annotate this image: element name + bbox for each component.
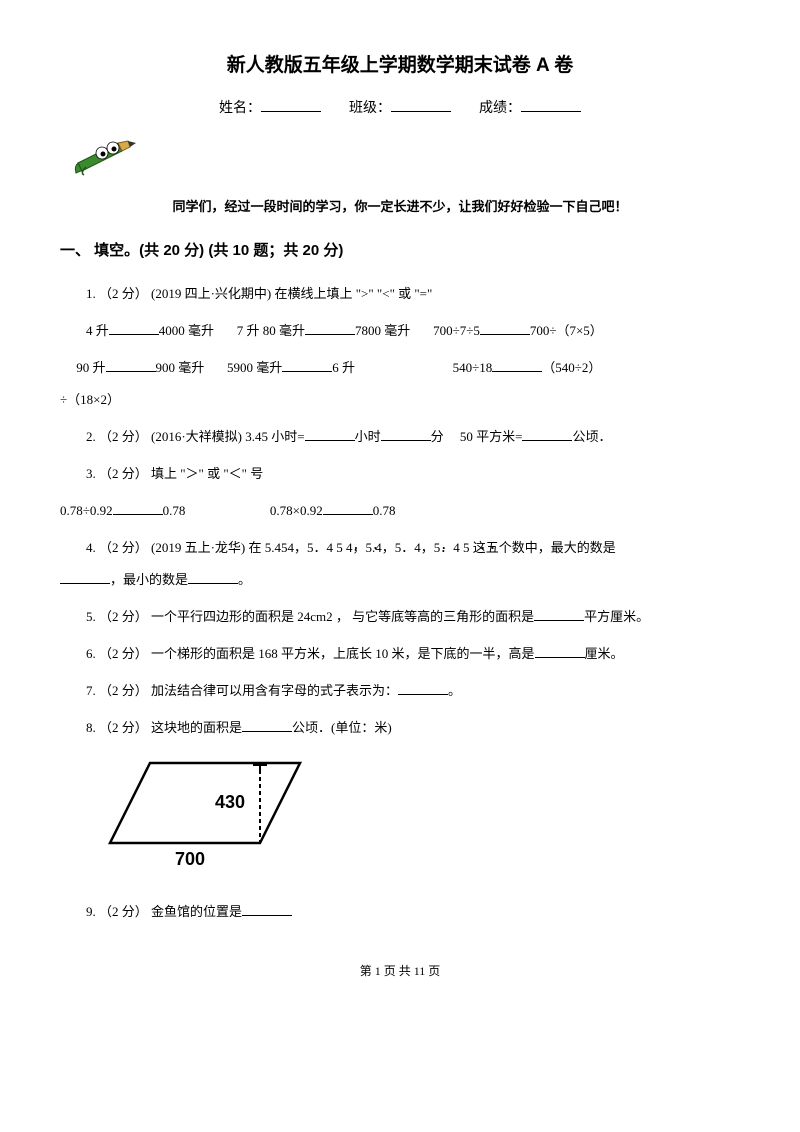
- q1-blank-2[interactable]: [305, 320, 355, 335]
- q4-n2a: 4: [414, 540, 421, 555]
- q2-c: 分: [431, 429, 444, 444]
- q1-r1-a: 4 升: [86, 323, 109, 338]
- pencil-icon: [70, 125, 740, 182]
- q1-blank-4[interactable]: [106, 357, 156, 372]
- exam-title: 新人教版五年级上学期数学期末试卷 A 卷: [60, 50, 740, 77]
- q2-d: 50 平方米=: [460, 429, 523, 444]
- q8-a: 8. （2 分） 这块地的面积是: [86, 720, 242, 735]
- q1-r2-a: 90 升: [76, 360, 105, 375]
- diagram-height-label: 430: [215, 792, 245, 812]
- q7-b: 。: [448, 683, 461, 698]
- parallelogram-diagram: 430 700: [100, 753, 740, 878]
- q1-r2-f: （540÷2）: [542, 360, 601, 375]
- q4-n3a: 4: [453, 540, 460, 555]
- q3-la: 0.78÷0.92: [60, 503, 113, 518]
- q3-lb: 0.78: [163, 503, 186, 518]
- q2-e: 公顷．: [572, 429, 611, 444]
- q8-b: 公顷．(单位：米): [292, 720, 392, 735]
- q1-blank-6[interactable]: [492, 357, 542, 372]
- q6-b: 厘米。: [585, 646, 624, 661]
- question-3-stem: 3. （2 分） 填上 "＞" 或 "＜" 号: [60, 458, 740, 489]
- q8-blank[interactable]: [242, 717, 292, 732]
- q1-r2-e: 540÷18: [453, 360, 493, 375]
- page-container: 新人教版五年级上学期数学期末试卷 A 卷 姓名： 班级： 成绩： 同学们，经过一…: [0, 0, 800, 1009]
- q1-r2-d: 6 升: [332, 360, 355, 375]
- name-blank[interactable]: [261, 97, 321, 112]
- question-3-row: 0.78÷0.92 0.78 0.78×0.92 0.78: [60, 495, 740, 526]
- class-label: 班级：: [349, 101, 391, 116]
- question-8: 8. （2 分） 这块地的面积是 公顷．(单位：米): [60, 712, 740, 743]
- section-1-header: 一、 填空。(共 20 分) (共 10 题；共 20 分): [60, 239, 740, 260]
- question-1-row1: 4 升 4000 毫升 7 升 80 毫升 7800 毫升 700÷7÷5 700÷（…: [60, 315, 740, 346]
- q3-rb: 0.78: [373, 503, 396, 518]
- q1-blank-1[interactable]: [109, 320, 159, 335]
- q9-blank[interactable]: [242, 901, 292, 916]
- q2-blank-1[interactable]: [305, 426, 355, 441]
- q4-blank-2[interactable]: [188, 569, 238, 584]
- q1-r1-d: 7800 毫升: [355, 323, 410, 338]
- q5-blank[interactable]: [534, 606, 584, 621]
- q4-n1c: 4: [346, 540, 353, 555]
- q1-r1-e: 700÷7÷5: [433, 323, 480, 338]
- class-blank[interactable]: [391, 97, 451, 112]
- q4-a: 4. （2 分） (2019 五上·龙华) 在 5.454，5．: [86, 540, 327, 555]
- q3-blank-2[interactable]: [323, 500, 373, 515]
- q4-n1a: 4: [327, 540, 334, 555]
- q5-b: 平方厘米。: [584, 609, 649, 624]
- question-9: 9. （2 分） 金鱼馆的位置是: [60, 896, 740, 927]
- score-blank[interactable]: [521, 97, 581, 112]
- page-footer: 第 1 页 共 11 页: [60, 962, 740, 979]
- q7-a: 7. （2 分） 加法结合律可以用含有字母的式子表示为：: [86, 683, 398, 698]
- q4-n3b: 5: [463, 540, 470, 555]
- question-2: 2. （2 分） (2016·大祥模拟) 3.45 小时= 小时 分 50 平方米=…: [60, 421, 740, 452]
- q4-tb: 。: [238, 572, 251, 587]
- question-6: 6. （2 分） 一个梯形的面积是 168 平方米，上底长 10 米，是下底的一…: [60, 638, 740, 669]
- question-7: 7. （2 分） 加法结合律可以用含有字母的式子表示为： 。: [60, 675, 740, 706]
- q9-stem: 9. （2 分） 金鱼馆的位置是: [86, 904, 242, 919]
- q1-r1-c: 7 升 80 毫升: [237, 323, 305, 338]
- q1-r1-f: 700÷（7×5）: [530, 323, 603, 338]
- q4-blank-1[interactable]: [60, 569, 110, 584]
- q4-ta: ，最小的数是: [110, 572, 188, 587]
- q6-a: 6. （2 分） 一个梯形的面积是 168 平方米，上底长 10 米，是下底的一…: [86, 646, 535, 661]
- name-label: 姓名：: [219, 101, 261, 116]
- q2-a: 2. （2 分） (2016·大祥模拟) 3.45 小时=: [86, 429, 305, 444]
- q2-blank-2[interactable]: [381, 426, 431, 441]
- question-1-row2: 90 升 900 毫升 5900 毫升 6 升 540÷18 （540÷2） ÷（18…: [60, 352, 740, 414]
- q1-r2-c: 5900 毫升: [227, 360, 282, 375]
- q6-blank[interactable]: [535, 643, 585, 658]
- question-4: 4. （2 分） (2019 五上·龙华) 在 5.454，5．4 5 4，5.…: [60, 532, 740, 594]
- diagram-base-label: 700: [175, 849, 205, 869]
- student-info-row: 姓名： 班级： 成绩：: [60, 97, 740, 117]
- q1-r1-b: 4000 毫升: [159, 323, 214, 338]
- q2-b: 小时: [355, 429, 381, 444]
- question-5: 5. （2 分） 一个平行四边形的面积是 24cm2 ， 与它等底等高的三角形的…: [60, 601, 740, 632]
- q3-ra: 0.78×0.92: [270, 503, 323, 518]
- encouragement-text: 同学们，经过一段时间的学习，你一定长进不少，让我们好好检验一下自己吧！: [60, 196, 740, 215]
- q5-a: 5. （2 分） 一个平行四边形的面积是 24cm2 ， 与它等底等高的三角形的…: [86, 609, 534, 624]
- score-label: 成绩：: [479, 101, 521, 116]
- q1-r2-tail: ÷（18×2）: [60, 392, 120, 407]
- q3-blank-1[interactable]: [113, 500, 163, 515]
- question-1-stem: 1. （2 分） (2019 四上·兴化期中) 在横线上填上 ">" "<" 或…: [60, 278, 740, 309]
- q1-blank-5[interactable]: [282, 357, 332, 372]
- q1-blank-3[interactable]: [480, 320, 530, 335]
- q1-r2-b: 900 毫升: [156, 360, 205, 375]
- q2-blank-3[interactable]: [522, 426, 572, 441]
- q7-blank[interactable]: [398, 680, 448, 695]
